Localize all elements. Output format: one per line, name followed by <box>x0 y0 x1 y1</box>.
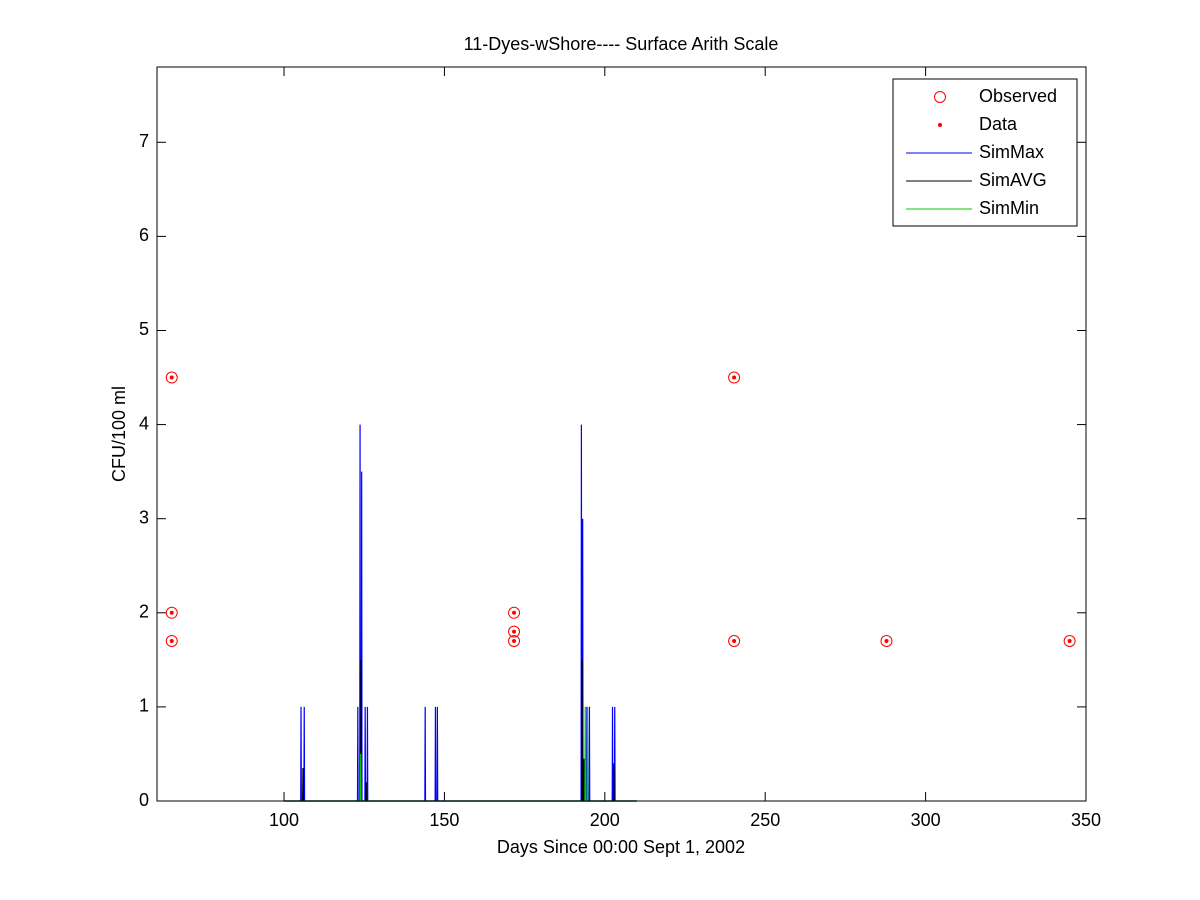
x-tick-label: 200 <box>590 810 620 830</box>
legend-label: Observed <box>979 86 1057 106</box>
observed-marker <box>165 606 178 619</box>
x-tick-label: 150 <box>429 810 459 830</box>
y-tick-label: 6 <box>139 225 149 245</box>
y-tick-label: 3 <box>139 507 149 527</box>
y-tick-label: 5 <box>139 319 149 339</box>
y-tick-label: 2 <box>139 602 149 622</box>
x-axis-label: Days Since 00:00 Sept 1, 2002 <box>497 837 745 857</box>
x-tick-label: 350 <box>1071 810 1101 830</box>
y-tick-label: 1 <box>139 696 149 716</box>
axes-box <box>156 66 1087 802</box>
data-marker <box>169 610 174 615</box>
observed-marker <box>508 635 521 648</box>
data-marker <box>512 629 517 634</box>
observed-marker <box>508 625 521 638</box>
data-marker <box>1067 639 1072 644</box>
chart-title: 11-Dyes-wShore---- Surface Arith Scale <box>464 34 779 54</box>
y-tick-label: 0 <box>139 790 149 810</box>
x-tick-label: 250 <box>750 810 780 830</box>
observed-marker <box>508 606 521 619</box>
legend-marker <box>938 123 942 127</box>
data-marker <box>512 610 517 615</box>
observed-marker <box>880 635 893 648</box>
observed-marker <box>165 371 178 384</box>
data-marker <box>732 375 737 380</box>
observed-marker <box>1063 635 1076 648</box>
observed-marker <box>165 635 178 648</box>
data-marker <box>169 639 174 644</box>
line-series <box>284 706 637 802</box>
legend-marker <box>934 91 946 103</box>
legend-label: SimAVG <box>979 170 1047 190</box>
x-tick-label: 100 <box>269 810 299 830</box>
data-marker <box>732 639 737 644</box>
x-tick-label: 300 <box>911 810 941 830</box>
legend-label: SimMax <box>979 142 1044 162</box>
y-axis-label: CFU/100 ml <box>109 386 129 482</box>
observed-marker <box>728 371 741 384</box>
data-marker <box>884 639 889 644</box>
observed-marker <box>728 635 741 648</box>
y-tick-label: 7 <box>139 131 149 151</box>
y-tick-label: 4 <box>139 413 149 433</box>
legend-label: SimMin <box>979 198 1039 218</box>
data-marker <box>512 639 517 644</box>
data-marker <box>169 375 174 380</box>
legend-label: Data <box>979 114 1018 134</box>
